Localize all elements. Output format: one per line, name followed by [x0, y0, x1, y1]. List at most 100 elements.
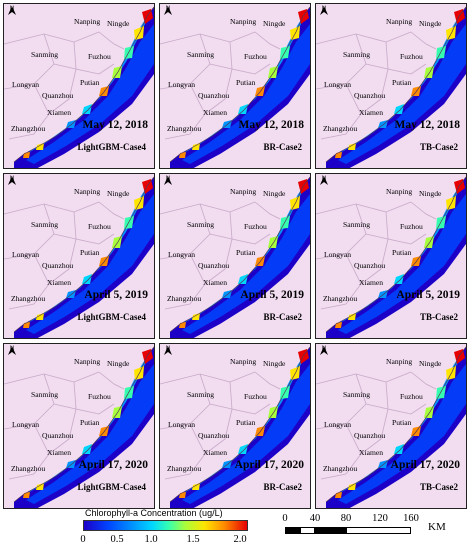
city-label-putian: Putian [236, 78, 256, 87]
sea-band-mid [338, 194, 466, 334]
map-panel: N Nanping Ningde Sanming Fuzhou Putian Longyan… [3, 343, 155, 509]
chlorophyll-patch [134, 26, 144, 40]
north-arrow-icon: N [7, 176, 17, 185]
map-panel: N Nanping Ningde Sanming Fuzhou Putian Longyan… [3, 173, 155, 339]
city-label-sanming: Sanming [187, 50, 215, 59]
panel-method: LightGBM-Case4 [77, 312, 147, 322]
coastline [169, 176, 310, 333]
admin-boundary [385, 381, 427, 415]
chlorophyll-patch [290, 196, 300, 210]
admin-boundary [320, 253, 362, 310]
admin-boundary [73, 41, 115, 75]
chlorophyll-patch [66, 290, 76, 298]
chlorophyll-patch [298, 9, 309, 24]
chlorophyll-patch [394, 104, 404, 114]
map-canvas [316, 344, 466, 508]
admin-boundary [320, 83, 362, 140]
city-label-zhangzhou: Zhangzhou [323, 124, 358, 133]
city-label-ningde: Ningde [419, 19, 442, 28]
north-arrow-head [164, 176, 172, 185]
chlorophyll-patch [222, 290, 232, 298]
admin-boundary [4, 203, 55, 260]
scale-tick: 80 [340, 513, 352, 524]
admin-boundary [98, 31, 125, 50]
colorbar-tick: 0.5 [110, 534, 124, 545]
chlorophyll-patch [192, 143, 200, 150]
city-label-zhangzhou: Zhangzhou [11, 294, 46, 303]
city-label-quanzhou: Quanzhou [354, 431, 386, 440]
scale-segment [346, 527, 411, 534]
city-label-longyan: Longyan [168, 420, 195, 429]
admin-boundary [160, 371, 256, 385]
chlorophyll-patch [192, 483, 200, 490]
city-label-xiamen: Xiamen [203, 278, 228, 287]
north-arrow-icon: N [163, 176, 173, 185]
map-canvas [4, 344, 154, 508]
chlorophyll-patch [298, 349, 309, 364]
city-label-nanping: Nanping [386, 357, 413, 366]
chlorophyll-patch [142, 9, 153, 24]
coastline [325, 346, 466, 503]
city-label-xiamen: Xiamen [359, 278, 384, 287]
city-label-sanming: Sanming [343, 390, 371, 399]
city-label-ningde: Ningde [107, 189, 130, 198]
panel-method: BR-Case2 [263, 142, 303, 152]
admin-boundary [48, 63, 77, 115]
coastline [13, 6, 154, 163]
panel-date: April 5, 2019 [240, 289, 304, 301]
sea-band-mid [338, 24, 466, 164]
north-arrow-shape [164, 6, 172, 15]
city-label-zhangzhou: Zhangzhou [167, 464, 202, 473]
north-arrow-head [320, 346, 328, 355]
admin-boundary [316, 201, 412, 215]
coastline [325, 176, 466, 333]
city-label-nanping: Nanping [74, 17, 101, 26]
admin-boundary [8, 253, 50, 310]
panel-date: May 12, 2018 [238, 119, 304, 131]
panel-date: May 12, 2018 [394, 119, 460, 131]
chlorophyll-patch [348, 483, 356, 490]
map-canvas [4, 174, 154, 338]
city-label-xiamen: Xiamen [359, 108, 384, 117]
chlorophyll-patch [36, 313, 44, 320]
admin-boundary [360, 63, 389, 115]
city-label-quanzhou: Quanzhou [354, 91, 386, 100]
city-label-fuzhou: Fuzhou [88, 392, 111, 401]
city-label-zhangzhou: Zhangzhou [11, 464, 46, 473]
city-label-quanzhou: Quanzhou [198, 261, 230, 270]
city-label-xiamen: Xiamen [203, 108, 228, 117]
city-label-fuzhou: Fuzhou [400, 222, 423, 231]
chlorophyll-patch [454, 179, 465, 194]
admin-boundary [160, 201, 256, 215]
map-canvas [4, 4, 154, 168]
colorbar [83, 520, 248, 531]
city-label-nanping: Nanping [230, 17, 257, 26]
scale-tick: 120 [372, 513, 388, 524]
admin-boundary [316, 203, 367, 260]
north-arrow-icon: N [163, 346, 173, 355]
admin-boundary [4, 201, 100, 215]
admin-boundary [4, 31, 100, 45]
city-label-nanping: Nanping [230, 187, 257, 196]
panel-method: TB-Case2 [420, 142, 458, 152]
map-panel: N Nanping Ningde Sanming Fuzhou Putian Longyan… [315, 173, 467, 339]
chlorophyll-patch [82, 444, 92, 454]
sea-band-mid [26, 364, 154, 504]
admin-boundary [316, 33, 367, 90]
north-arrow-icon: N [163, 6, 173, 15]
panel-date: April 17, 2020 [234, 459, 304, 471]
city-label-quanzhou: Quanzhou [198, 91, 230, 100]
city-label-nanping: Nanping [230, 357, 257, 366]
scale-segment [285, 527, 300, 534]
map-canvas [316, 174, 466, 338]
north-arrow-shape [8, 6, 16, 15]
admin-boundary [204, 403, 233, 455]
admin-boundary [164, 423, 206, 480]
chlorophyll-patch [394, 274, 404, 284]
scale-tick: 0 [282, 513, 288, 524]
coastline [13, 346, 154, 503]
chlorophyll-patch [82, 104, 92, 114]
panel-method: BR-Case2 [263, 482, 303, 492]
map-canvas [316, 4, 466, 168]
chlorophyll-patch [238, 104, 248, 114]
